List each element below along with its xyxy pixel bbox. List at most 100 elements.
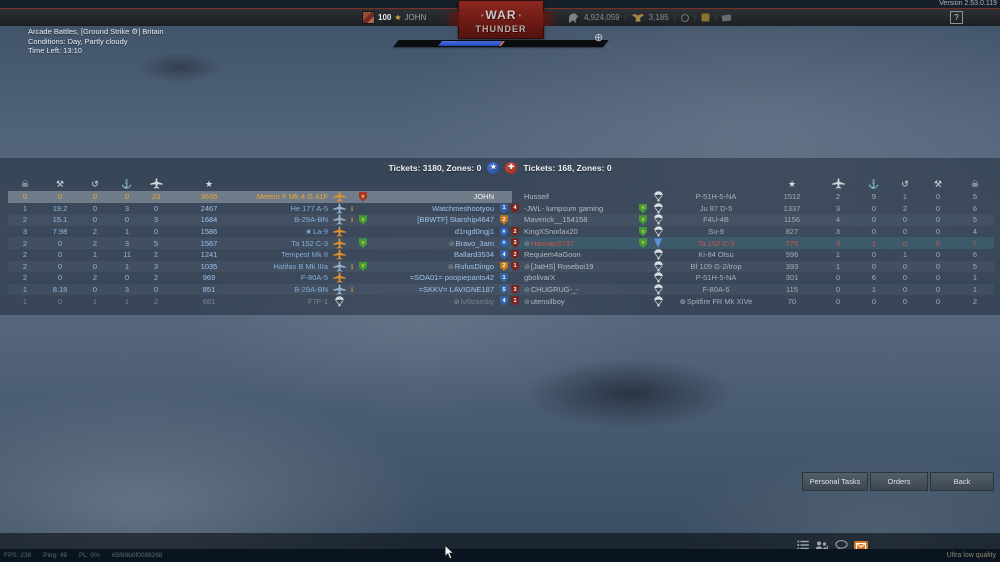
parachute-icon	[650, 272, 666, 283]
info-marker-icon: i	[350, 285, 354, 295]
crosshair-icon: ⊕	[594, 32, 604, 44]
vehicle-name: Halifax B Mk IIIa	[273, 261, 328, 271]
orders-button[interactable]: Orders	[870, 472, 928, 491]
score-value: 969	[202, 273, 216, 283]
table-row[interactable]: 2 0 1 11 2 1241 Tempest Mk II Ballard3534 4	[8, 249, 512, 261]
vehicle-name: Ta 152 C-3	[291, 238, 328, 248]
table-row[interactable]: Maverick__154158 v F4U-4B 1156 4 0 0 0 5	[508, 214, 994, 226]
help-button[interactable]: ?	[950, 11, 963, 24]
plane-icon	[330, 249, 348, 260]
stat-value: 0	[871, 203, 877, 213]
stat-value: 6	[972, 203, 978, 213]
medal-badge: ★	[359, 192, 367, 202]
deaths-icon: ☠	[970, 178, 980, 189]
muted-icon: ⊘	[447, 263, 454, 271]
table-row[interactable]: 3 7.98 2 1 0 1586 ★La-9 d1ngd0ngj1 ★	[8, 226, 512, 238]
avatar	[362, 11, 375, 24]
logo-star-right: *	[518, 13, 522, 21]
stat-value: 0	[57, 238, 63, 248]
stat-value: 1	[124, 296, 130, 306]
stat-value: 3	[124, 203, 130, 213]
vehicle-name: Ju 87 D-5	[699, 203, 733, 213]
squad-badge-slot: 4	[496, 250, 512, 260]
balloon-icon[interactable]	[680, 13, 689, 22]
star-icon: ★	[394, 12, 402, 22]
stat-value: 0	[902, 227, 908, 237]
stat-value: 19.2	[52, 203, 68, 213]
table-row[interactable]: 0 0 0 0 23 3635 Meteor F Mk 4 G.41F ★ JOHN	[8, 191, 512, 203]
level-badge: 2	[511, 250, 519, 260]
player-chip[interactable]: 100 ★ JOHN	[362, 11, 426, 24]
stat-value: 0	[835, 285, 841, 295]
table-row[interactable]: 3 ⊘CHUGRUG-_- F-80A-5 115 0 1 0 0 1	[508, 283, 994, 296]
back-button[interactable]: Back	[930, 472, 994, 491]
vehicle-name: F-80A-5	[300, 273, 328, 283]
score-value: 1512	[783, 192, 801, 202]
parachute-icon	[650, 191, 666, 202]
plane-icon	[330, 272, 348, 284]
stat-value: 0	[902, 273, 908, 283]
table-row[interactable]: 1 8.18 0 3 0 851 B-29A-BN i =SKKV= LAVIGNE187 5	[8, 283, 512, 296]
table-row[interactable]: 2 0 2 3 5 1567 Ta 152 C-3 v ⊘Bravo_3am ★	[8, 237, 512, 249]
stat-value: 3	[835, 238, 841, 248]
player-name: ⊘Bravo_3am	[448, 238, 494, 248]
ground-kills-icon: ⚒	[933, 178, 943, 189]
clan-badge: ★	[499, 227, 509, 236]
battle-mode-line: Arcade Battles, [Ground Strike ⚙] Britai…	[28, 27, 164, 36]
right-table-header: ★ ⚓ ↺ ⚒ ☠	[508, 176, 994, 191]
muted-icon: ⊘	[524, 240, 530, 248]
table-row[interactable]: 3 ⊘Hannan3737 v Ta 152 C-3 775 3 1 0 0 7	[508, 237, 994, 249]
clan-badge: ★	[499, 238, 509, 248]
stat-value: 0	[935, 261, 941, 271]
squad-badge: 4	[500, 296, 508, 306]
table-row[interactable]: gbolivarX P-51H-5-NA 301 0 6 0 0 1	[508, 272, 994, 284]
session-id-label: 65f89b0f0086268	[111, 552, 163, 559]
table-row[interactable]: 2 KingXSnorlax20 v Su-9 827 3 0 0 0 4	[508, 226, 994, 238]
table-row[interactable]: 2 0 2 0 2 969 F-80A-5 =SOA01= poopiepants42 1	[8, 272, 512, 284]
stat-value: 7	[972, 238, 978, 248]
vehicle-name: B-29A-BN	[294, 215, 328, 225]
stat-value: 2	[22, 238, 28, 248]
table-row[interactable]: 1 ⊘[JatHS] Roseboi19 Bf 109 G-2/trop 393 1 0 0…	[508, 260, 994, 273]
level-badge: 1	[511, 296, 519, 306]
table-row[interactable]: 1 ⊘utensilboy ⊕Spitfire FR Mk XIVe 70 0 0 0 0 2	[508, 295, 994, 307]
table-row[interactable]: 1 19.2 0 3 0 2467 He 177 A-5 i Watchmeshootyou 1	[8, 202, 512, 215]
player-name: -JWL- lumpsum gaming	[524, 203, 604, 213]
table-row[interactable]: 4 -JWL- lumpsum gaming v Ju 87 D-5 1337 3 0 2 0 6	[508, 203, 994, 215]
card-icon[interactable]	[721, 13, 732, 22]
stat-value: 0	[902, 296, 908, 306]
plane-icon	[330, 202, 348, 214]
stat-value: 1	[22, 285, 28, 295]
squad-badge-slot: 5	[496, 284, 512, 295]
ground-kills-icon: ⚒	[55, 178, 65, 189]
info-marker-icon: i	[350, 203, 354, 213]
stat-value: 2	[153, 296, 159, 306]
level-badge-slot: 2	[508, 250, 522, 260]
player-name: ⊘lvl9zamby	[453, 296, 494, 306]
table-row[interactable]: 2 Requiem4aGoon Ki-84 Otsu 596 1 0 1 0 6	[508, 249, 994, 261]
parachute-icon	[650, 284, 666, 295]
battle-info: Arcade Battles, [Ground Strike ⚙] Britai…	[28, 27, 164, 56]
red-cross-roundel: ✚	[505, 162, 518, 174]
table-row[interactable]: Husseif P-51H-5-NA 1512 2 9 1 0 5	[508, 191, 994, 203]
table-row[interactable]: 1 0 1 1 2 681 F7F-1 ⊘lvl9zamby 4	[8, 295, 512, 307]
scoreboard-right: ★ ⚓ ↺ ⚒ ☠ Husseif P-51H-5-NA 1512 2 9 1 0 5 4 -JWL- lu…	[508, 176, 994, 307]
stat-value: 5	[153, 238, 159, 248]
personal-tasks-button[interactable]: Personal Tasks	[802, 472, 868, 491]
stat-value: 0	[92, 192, 98, 202]
premium-badge: v	[636, 226, 650, 237]
stat-value: 3	[153, 261, 159, 271]
chat-icon[interactable]	[835, 537, 848, 555]
player-name: Ballard3534	[453, 250, 494, 260]
table-row[interactable]: 2 15.1 0 0 3 1684 B-29A-BN i v [BBWTF] Starship46…	[8, 214, 512, 226]
level-badge-slot: 4	[508, 203, 522, 214]
stat-value: 15.1	[52, 215, 68, 225]
objectives-list-icon[interactable]	[797, 537, 809, 555]
score-value: 1241	[200, 250, 218, 260]
battle-progress-bar	[393, 40, 609, 47]
gift-icon[interactable]	[700, 13, 710, 22]
squad-icon[interactable]: 1	[815, 540, 829, 552]
table-row[interactable]: 2 0 0 1 3 1035 Halifax B Mk IIIa i v ⊘RufusDingo 2	[8, 260, 512, 273]
score-value: 393	[785, 261, 799, 271]
